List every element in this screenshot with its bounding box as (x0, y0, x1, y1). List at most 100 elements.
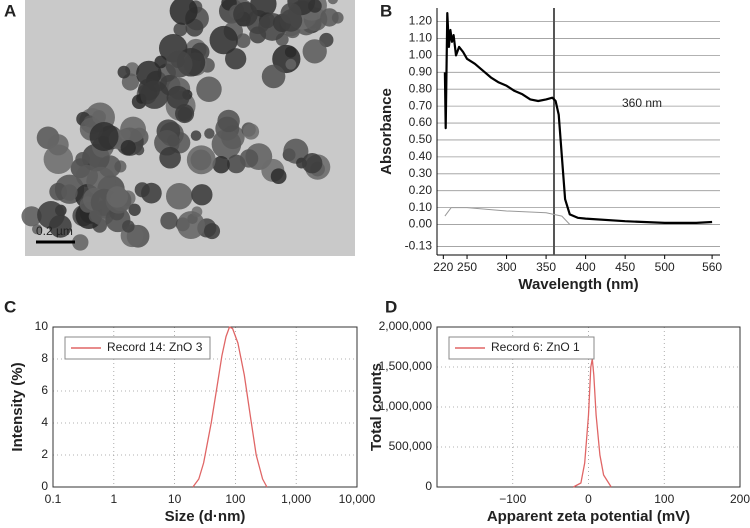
x-tick-label: 560 (702, 260, 722, 274)
x-tick-label: 10 (168, 492, 182, 506)
particle (203, 223, 221, 240)
x-tick-label: 350 (536, 260, 556, 274)
particle (160, 211, 178, 230)
y-tick-label: 8 (41, 351, 48, 365)
particle (261, 64, 286, 89)
particle (327, 0, 338, 5)
y-tick-label: 1.10 (409, 31, 433, 45)
particle (92, 110, 106, 124)
scale-bar-label: 0.2 µm (36, 224, 73, 238)
particle (89, 122, 119, 151)
particle (75, 151, 90, 167)
particle (141, 182, 162, 204)
x-tick-label: −100 (499, 492, 526, 506)
particle (235, 33, 251, 49)
legend-label: Record 6: ZnO 1 (491, 340, 580, 354)
particle (32, 224, 43, 235)
particle (212, 156, 230, 174)
particle (136, 60, 162, 87)
y-tick-label: 0.60 (409, 115, 433, 129)
y-tick-label: 1,500,000 (379, 359, 433, 373)
y-tick-label: 4 (41, 415, 48, 429)
x-tick-label: 1,000 (281, 492, 311, 506)
particle (47, 134, 69, 156)
y-tick-label: 2 (41, 447, 48, 461)
y-tick-label: 500,000 (389, 439, 433, 453)
y-tick-label: -0.13 (405, 239, 433, 253)
particle (308, 0, 322, 13)
data-line (573, 358, 612, 488)
panel-label: C (4, 297, 16, 316)
x-tick-label: 1 (110, 492, 117, 506)
y-tick-label: 0.10 (409, 200, 433, 214)
particle (285, 58, 297, 70)
x-tick-label: 400 (576, 260, 596, 274)
x-axis-label: Size (d·nm) (165, 508, 246, 525)
particle (242, 123, 260, 140)
particle (302, 39, 327, 64)
x-tick-label: 100 (654, 492, 674, 506)
y-axis-label: Intensity (%) (9, 362, 26, 451)
particle (88, 210, 102, 223)
particle (270, 168, 287, 185)
panel-label: D (385, 297, 397, 316)
particle (72, 234, 89, 251)
frame (436, 326, 741, 488)
y-tick-label: 0.70 (409, 98, 433, 112)
particle (169, 0, 198, 25)
x-tick-label: 100 (225, 492, 245, 506)
y-tick-label: 0.00 (409, 217, 433, 231)
particle (186, 145, 216, 175)
particle (128, 203, 141, 216)
particle (233, 1, 258, 27)
y-axis-label: Total counts (368, 363, 385, 451)
y-tick-label: 0.50 (409, 132, 433, 146)
y-tick-label: 1.00 (409, 48, 433, 62)
particle (239, 149, 259, 168)
particle (320, 8, 339, 27)
y-tick-label: 0.90 (409, 64, 433, 78)
particle (166, 85, 190, 109)
panel-label: B (380, 1, 392, 20)
frame (52, 326, 358, 488)
legend-box (64, 336, 211, 360)
particle (176, 211, 205, 240)
y-tick-label: 0.40 (409, 149, 433, 163)
particles (21, 0, 344, 251)
particle (173, 22, 188, 37)
y-tick-label: 0.20 (409, 183, 433, 197)
particle (37, 201, 65, 229)
particle (280, 2, 302, 24)
x-tick-label: 300 (497, 260, 517, 274)
data-line (192, 326, 268, 488)
particle (283, 138, 309, 164)
data-line (443, 12, 713, 224)
particle (117, 65, 131, 79)
x-axis-label: Apparent zeta potential (mV) (487, 508, 690, 525)
legend-box (448, 336, 595, 360)
particle (61, 184, 78, 201)
particle (159, 146, 181, 169)
particle (217, 109, 240, 133)
particle (122, 220, 135, 233)
y-tick-label: 0.30 (409, 166, 433, 180)
x-tick-label: 450 (615, 260, 635, 274)
x-tick-label: 220 (433, 260, 453, 274)
particle (301, 152, 323, 174)
y-tick-label: 2,000,000 (379, 319, 433, 333)
x-tick-label: 0.1 (45, 492, 62, 506)
particle (191, 184, 213, 206)
particle (209, 25, 238, 55)
particle (125, 77, 137, 89)
particle (204, 128, 215, 139)
y-tick-label: 0 (41, 479, 48, 493)
particle (120, 116, 146, 143)
particle (21, 206, 42, 227)
particle (175, 103, 195, 124)
particle (165, 182, 193, 210)
data-line (444, 207, 713, 225)
y-tick-label: 10 (35, 319, 49, 333)
particle (225, 48, 247, 70)
particle (154, 55, 168, 69)
